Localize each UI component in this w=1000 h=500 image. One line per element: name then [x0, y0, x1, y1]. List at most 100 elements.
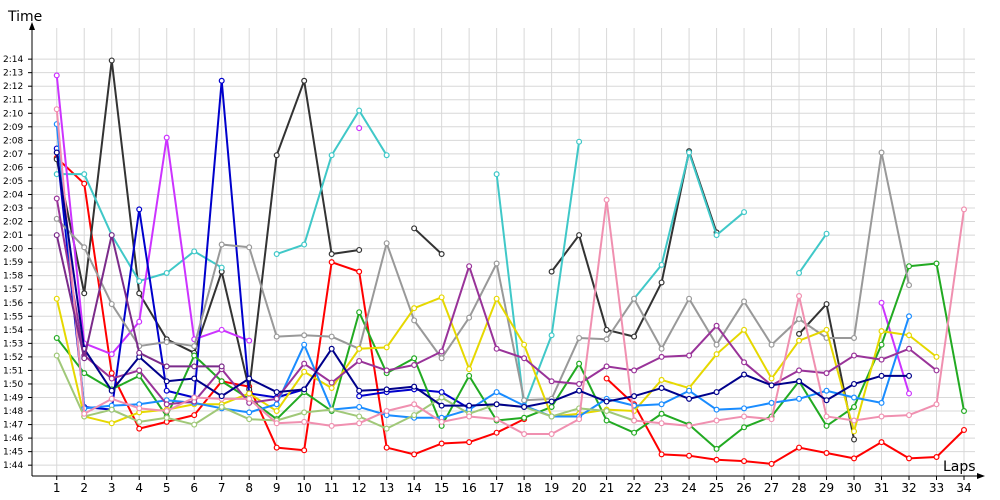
data-point — [686, 352, 693, 359]
data-point — [411, 225, 418, 232]
y-tick-label: 1:57 — [3, 285, 23, 295]
data-point — [603, 408, 610, 415]
data-point — [823, 387, 830, 394]
data-point — [301, 241, 308, 248]
data-point — [823, 422, 830, 429]
data-point — [383, 367, 390, 374]
data-point — [328, 259, 335, 266]
series-12 — [53, 106, 968, 438]
data-point — [356, 309, 363, 316]
data-point — [466, 372, 473, 379]
data-point — [851, 403, 858, 410]
data-point — [466, 439, 473, 446]
y-tick-label: 1:49 — [3, 393, 23, 403]
data-point — [906, 282, 913, 289]
y-tick-label: 2:00 — [3, 245, 23, 255]
data-point — [328, 251, 335, 258]
data-point — [53, 352, 60, 359]
series-line — [55, 75, 250, 356]
data-point — [301, 360, 308, 367]
data-point — [823, 413, 830, 420]
data-point — [108, 375, 115, 382]
y-tick-label: 1:53 — [3, 339, 23, 349]
data-point — [81, 410, 88, 417]
data-point — [356, 345, 363, 352]
data-point — [576, 138, 583, 145]
data-point — [686, 395, 693, 402]
data-point — [548, 431, 555, 438]
data-point — [301, 409, 308, 416]
data-point — [906, 390, 913, 397]
data-point — [136, 290, 143, 297]
data-point — [273, 251, 280, 258]
x-tick-label: 20 — [571, 481, 586, 495]
data-point — [356, 403, 363, 410]
data-point — [356, 393, 363, 400]
data-point — [851, 352, 858, 359]
data-point — [631, 333, 638, 340]
data-point — [328, 333, 335, 340]
data-point — [603, 326, 610, 333]
x-tick-label: 17 — [489, 481, 504, 495]
series-14 — [53, 232, 225, 370]
x-tick-label: 19 — [544, 481, 559, 495]
data-point — [246, 244, 253, 251]
data-point — [603, 363, 610, 370]
data-point — [576, 387, 583, 394]
x-tick-label: 4 — [135, 481, 143, 495]
data-point — [273, 333, 280, 340]
data-point — [53, 106, 60, 113]
data-point — [576, 232, 583, 239]
data-point — [658, 279, 665, 286]
y-tick-label: 1:47 — [3, 421, 23, 431]
data-point — [108, 370, 115, 377]
y-tick-label: 1:56 — [3, 299, 23, 309]
data-point — [851, 455, 858, 462]
data-point — [108, 406, 115, 413]
data-point — [438, 251, 445, 258]
data-point — [961, 426, 968, 433]
data-point — [878, 413, 885, 420]
data-point — [686, 452, 693, 459]
data-point — [603, 398, 610, 405]
data-point — [493, 295, 500, 302]
data-point — [356, 246, 363, 253]
data-point — [521, 403, 528, 410]
data-point — [796, 269, 803, 276]
x-tick-label: 2 — [80, 481, 88, 495]
data-point — [356, 107, 363, 114]
y-tick-label: 2:07 — [3, 150, 23, 160]
data-point — [301, 418, 308, 425]
series-4 — [53, 72, 913, 397]
series-line — [55, 79, 305, 411]
data-point — [493, 171, 500, 178]
data-point — [713, 445, 720, 452]
data-point — [631, 393, 638, 400]
data-point — [411, 451, 418, 458]
x-tick-label: 12 — [352, 481, 367, 495]
data-point — [878, 299, 885, 306]
data-point — [823, 449, 830, 456]
series-13 — [53, 149, 913, 410]
data-point — [136, 405, 143, 412]
data-point — [686, 149, 693, 156]
data-point — [81, 171, 88, 178]
data-point — [438, 402, 445, 409]
data-point — [383, 386, 390, 393]
y-tick-label: 2:04 — [3, 190, 23, 200]
data-point — [328, 385, 335, 392]
data-point — [796, 378, 803, 385]
data-point — [548, 378, 555, 385]
data-point — [796, 330, 803, 337]
data-point — [163, 363, 170, 370]
data-point — [741, 405, 748, 412]
data-point — [136, 425, 143, 432]
data-point — [878, 341, 885, 348]
data-point — [906, 313, 913, 320]
y-tick-label: 2:10 — [3, 109, 23, 119]
y-tick-label: 2:06 — [3, 163, 23, 173]
data-point — [548, 268, 555, 275]
data-point — [273, 389, 280, 396]
data-point — [108, 232, 115, 239]
data-point — [81, 244, 88, 251]
